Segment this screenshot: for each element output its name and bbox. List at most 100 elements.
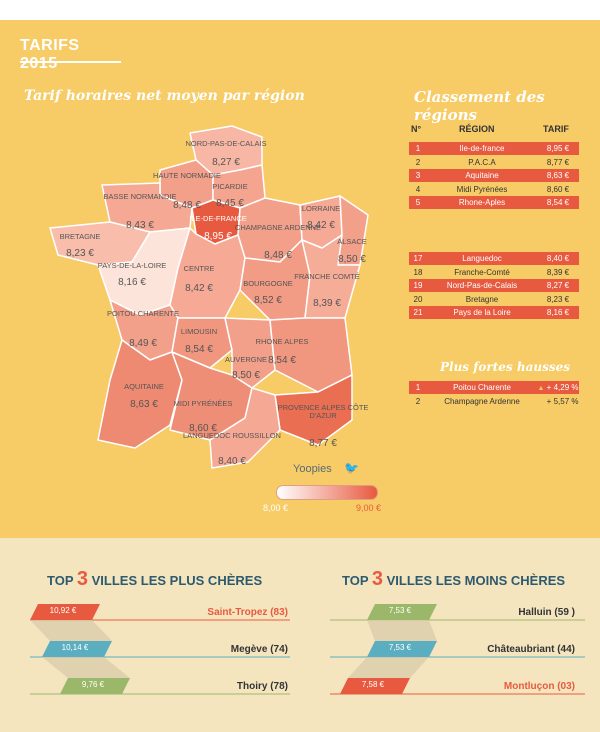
brand-logo: Yoopies [293,463,332,475]
ranking-header-n: N° [411,124,422,134]
map-subtitle: Tarif horaires net moyen par région [24,88,305,104]
rank-region: Aquitaine [427,169,537,183]
top-word: TOP [342,573,369,588]
region-value: 8,42 € [185,283,213,294]
region-label: PAYS-DE-LA-LOIRE [97,261,167,270]
top-label: VILLES LES PLUS CHÈRES [91,573,263,588]
region-label: POITOU CHARENTE [107,309,179,318]
ribbon-fold [348,657,429,678]
top-number: 3 [76,568,89,590]
region-label: BASSE NORMANDIE [103,192,177,201]
rank-n: 3 [409,169,427,183]
ranking-top-table: 1 Ile-de-france 8,95 € 2 P.A.C.A 8,77 € … [409,142,579,210]
top-word: TOP [47,573,74,588]
rank-n: 2 [415,158,421,167]
city-name: Saint-Tropez (83) [207,607,288,618]
region-label: CENTRE [183,264,215,273]
region-value: 8,43 € [126,220,154,231]
rank-change: ▲ + 4,29 % [537,381,579,395]
rank-n: 1 [409,142,427,156]
region-value: 8,27 € [212,157,240,168]
top-number: 3 [371,568,384,590]
region-label: PROVENCE ALPES CÔTE D'AZUR [277,403,369,420]
rank-value: 8,77 € [546,158,570,167]
region-label: AUVERGNE [224,355,268,364]
legend-min: 8,00 € [263,503,289,513]
rank-value: 8,54 € [546,198,570,207]
rank-region: Franche-Comté [454,268,510,277]
price-label: 7,53 € [388,606,412,615]
rank-value: 8,95 € [546,144,570,153]
rank-n: 1 [409,381,427,395]
city-name: Châteaubriant (44) [487,644,575,655]
table-row: 2 Champagne Ardenne ▲ + 5,57 % [409,395,579,409]
page-title: TARIFS 2015 [20,37,121,72]
rank-n: 17 [409,252,427,266]
rank-tarif: 8,27 € [537,279,579,293]
rank-tarif: 8,54 € [537,196,579,210]
region-label: ILE-DE-FRANCE [189,214,247,223]
table-row: 21 Pays de la Loire 8,16 € [409,306,579,320]
table-row: 5 Rhone-Aples 8,54 € [409,196,579,210]
top-cheap-title: TOP 3 VILLES LES MOINS CHÈRES [342,568,565,591]
region-value: 8,23 € [66,248,94,259]
top-expensive-title: TOP 3 VILLES LES PLUS CHÈRES [47,568,262,591]
region-franche-comte [301,234,361,319]
region-value: 8,50 € [232,370,260,381]
color-legend-bar [276,485,378,500]
table-row: 20 Bretagne 8,23 € [409,293,579,307]
rank-change: ▲ + 5,57 % [537,395,579,409]
rank-n: 19 [409,279,427,293]
ribbon-fold [42,657,130,678]
region-value: 8,50 € [338,254,366,265]
price-label: 10,92 € [49,606,77,615]
rank-n: 2 [415,397,421,406]
region-label: LORRAINE [301,204,341,213]
rank-n: 20 [413,295,423,304]
region-value: 8,49 € [129,338,157,349]
price-tag [30,604,100,620]
region-value: 8,63 € [130,399,158,410]
region-label: NORD-PAS-DE-CALAIS [185,139,267,148]
table-row: 4 Midi Pyrénées 8,60 € [409,183,579,197]
city-name: Halluin (59 ) [518,607,575,618]
region-value: 8,52 € [254,295,282,306]
rank-region: Languedoc [427,252,537,266]
rank-region: Bretagne [465,295,499,304]
region-value: 8,77 € [309,438,337,449]
table-row: 19 Nord-Pas-de-Calais 8,27 € [409,279,579,293]
rank-tarif: 8,39 € [537,266,579,280]
rank-n: 21 [409,306,427,320]
rank-tarif: 8,77 € [537,156,579,170]
region-value: 8,95 € [204,231,232,242]
legend-max: 9,00 € [356,503,382,513]
rank-region: Pays de la Loire [427,306,537,320]
region-label: MIDI PYRÉNÉES [173,399,233,408]
region-label: ALSACE [337,237,367,246]
hausses-table: 1 Poitou Charente ▲ + 4,29 % 2 Champagne… [409,381,579,408]
ranking-title: Classement des régions [414,88,545,124]
region-label: CHAMPAGNE ARDENNE [234,223,322,232]
ranking-bottom-table: 17 Languedoc 8,40 € 18 Franche-Comté 8,3… [409,252,579,320]
price-label: 7,58 € [361,680,385,689]
up-arrow-icon: ▲ [537,385,545,392]
ranking-header-region: RÉGION [459,124,495,134]
region-label: AQUITAINE [124,382,164,391]
rank-region: Poitou Charente [427,381,537,395]
ranking-header-tarif: TARIF [543,124,569,134]
city-name: Montluçon (03) [503,681,575,692]
rank-value: 8,63 € [546,171,570,180]
rank-region: Ile-de-france [427,142,537,156]
region-value: 8,54 € [185,344,213,355]
ribbon-fold [367,620,437,641]
table-row: 1 Ile-de-france 8,95 € [409,142,579,156]
table-row: 2 P.A.C.A 8,77 € [409,156,579,170]
table-row: 18 Franche-Comté 8,39 € [409,266,579,280]
region-value: 8,16 € [118,277,146,288]
price-label: 10,14 € [61,643,89,652]
rank-tarif: 8,40 € [537,252,579,266]
region-languedoc-roussillon [209,387,281,469]
price-tag [367,604,437,620]
hausses-title: Plus fortes hausses [440,360,570,374]
